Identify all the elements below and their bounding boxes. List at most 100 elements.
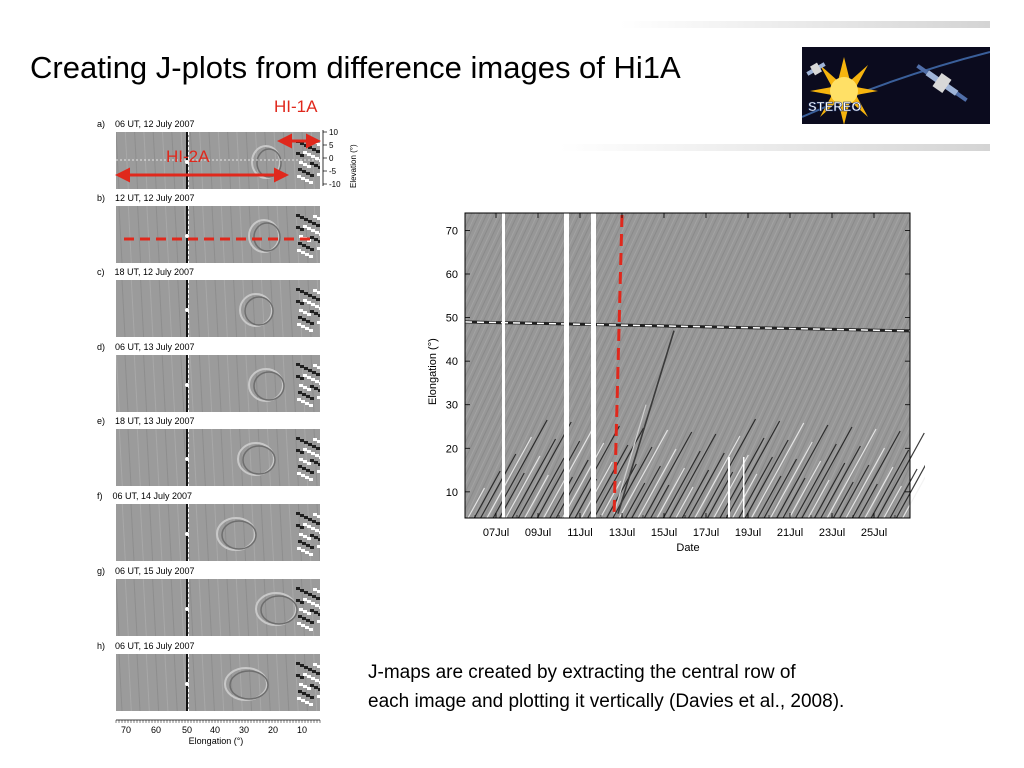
occulter-noise (299, 683, 303, 686)
occulter-noise (300, 601, 304, 604)
occulter-noise (297, 175, 301, 178)
occulter-noise (314, 238, 318, 241)
jmap-streak (480, 453, 517, 519)
jmap-x-tick-label: 17Jul (693, 527, 719, 539)
image-texture (316, 280, 320, 337)
occulter-noise (312, 595, 316, 598)
occulter-noise (315, 157, 319, 160)
occulter-noise (296, 674, 300, 677)
jmap-streak (788, 460, 822, 519)
occulter-noise (306, 544, 310, 547)
image-texture (127, 429, 132, 486)
occulter-noise (310, 696, 314, 699)
planet (185, 160, 189, 164)
annotation-arrows (115, 133, 321, 241)
elongation-tick: 50 (182, 725, 192, 735)
occulter-noise (297, 547, 301, 550)
panel-time: 06 UT, 12 July 2007 (115, 119, 195, 129)
occulter-noise (319, 456, 320, 459)
panel-letter: f) (97, 491, 103, 501)
occulter-noise (315, 529, 319, 532)
image-texture (161, 579, 166, 636)
jmap-y-tick-label: 50 (446, 313, 458, 325)
occulter-noise (304, 516, 308, 519)
image-texture (310, 355, 315, 412)
occulter-noise (301, 474, 305, 477)
occulter-noise (300, 676, 304, 679)
image-texture (316, 504, 320, 561)
image-texture (229, 654, 234, 711)
occulter-noise (315, 305, 319, 308)
occulter-noise (309, 703, 313, 706)
difference-image (116, 280, 320, 337)
cme-front-shadow (229, 670, 269, 700)
cme-front (216, 517, 256, 551)
image-texture (226, 579, 231, 636)
occulter-noise (308, 369, 312, 372)
jmap-streak (750, 422, 805, 519)
occulter-noise (312, 296, 316, 299)
jmap-x-tick-label: 23Jul (819, 527, 845, 539)
occulter-noise (297, 697, 301, 700)
occulter-noise (304, 292, 308, 295)
jmap-streak (624, 482, 646, 519)
occulter-noise (304, 441, 308, 444)
occulter-noise (317, 440, 320, 443)
decorative-rule-middle (560, 144, 990, 151)
panel-letter: c) (97, 267, 105, 277)
occulter-noise (319, 382, 320, 385)
occulter-noise (297, 472, 301, 475)
image-texture (121, 504, 126, 561)
image-texture (233, 280, 238, 337)
occulter-noise (308, 443, 312, 446)
jmap-streak (618, 429, 669, 519)
image-texture (198, 355, 203, 412)
image-texture (167, 504, 172, 561)
occulter-noise (311, 677, 315, 680)
jmap-streak (606, 463, 637, 519)
elevation-tick: 5 (329, 141, 334, 150)
image-texture (282, 579, 287, 636)
occulter-noise (316, 522, 320, 525)
image-background (116, 429, 320, 486)
occulter-noise (296, 214, 300, 217)
image-texture (239, 429, 244, 486)
occulter-noise (310, 609, 314, 612)
image-texture (139, 504, 144, 561)
jmap-streak (744, 439, 789, 519)
occulter-noise (298, 168, 302, 171)
occulter-noise (317, 366, 320, 369)
occulter-noise (303, 311, 307, 314)
image-texture (118, 206, 123, 263)
occulter-noise (300, 451, 304, 454)
jmap-y-tick-label: 40 (446, 356, 458, 368)
image-texture (242, 280, 247, 337)
occulter-noise (316, 224, 320, 227)
occulter-noise (309, 628, 313, 631)
jmap-x-tick-label: 09Jul (525, 527, 551, 539)
image-texture (217, 355, 222, 412)
image-texture (223, 280, 228, 337)
occulter-noise (311, 527, 315, 530)
difference-image (116, 579, 320, 636)
jmap-y-axis-label: Elongation (°) (427, 338, 439, 405)
image-texture (133, 355, 138, 412)
occulter-noise (299, 608, 303, 611)
image-texture (261, 280, 265, 337)
occulter-noise (303, 535, 307, 538)
occulter-noise (311, 378, 315, 381)
jmap-streak (687, 452, 725, 519)
occulter-noise (301, 549, 305, 552)
occulter-noise (304, 367, 308, 370)
occulter-noise (303, 448, 307, 451)
occulter-noise (310, 684, 314, 687)
occulter-noise (299, 384, 303, 387)
occulter-noise (314, 387, 318, 390)
occulter-noise (312, 670, 316, 673)
jmap-streak (694, 435, 741, 519)
jmap-x-tick-label: 11Jul (567, 527, 592, 539)
image-texture (168, 280, 172, 337)
panel-time: 06 UT, 16 July 2007 (115, 641, 195, 651)
panel-label: h) 06 UT, 16 July 2007 (97, 641, 195, 651)
occulter-noise (319, 531, 320, 534)
